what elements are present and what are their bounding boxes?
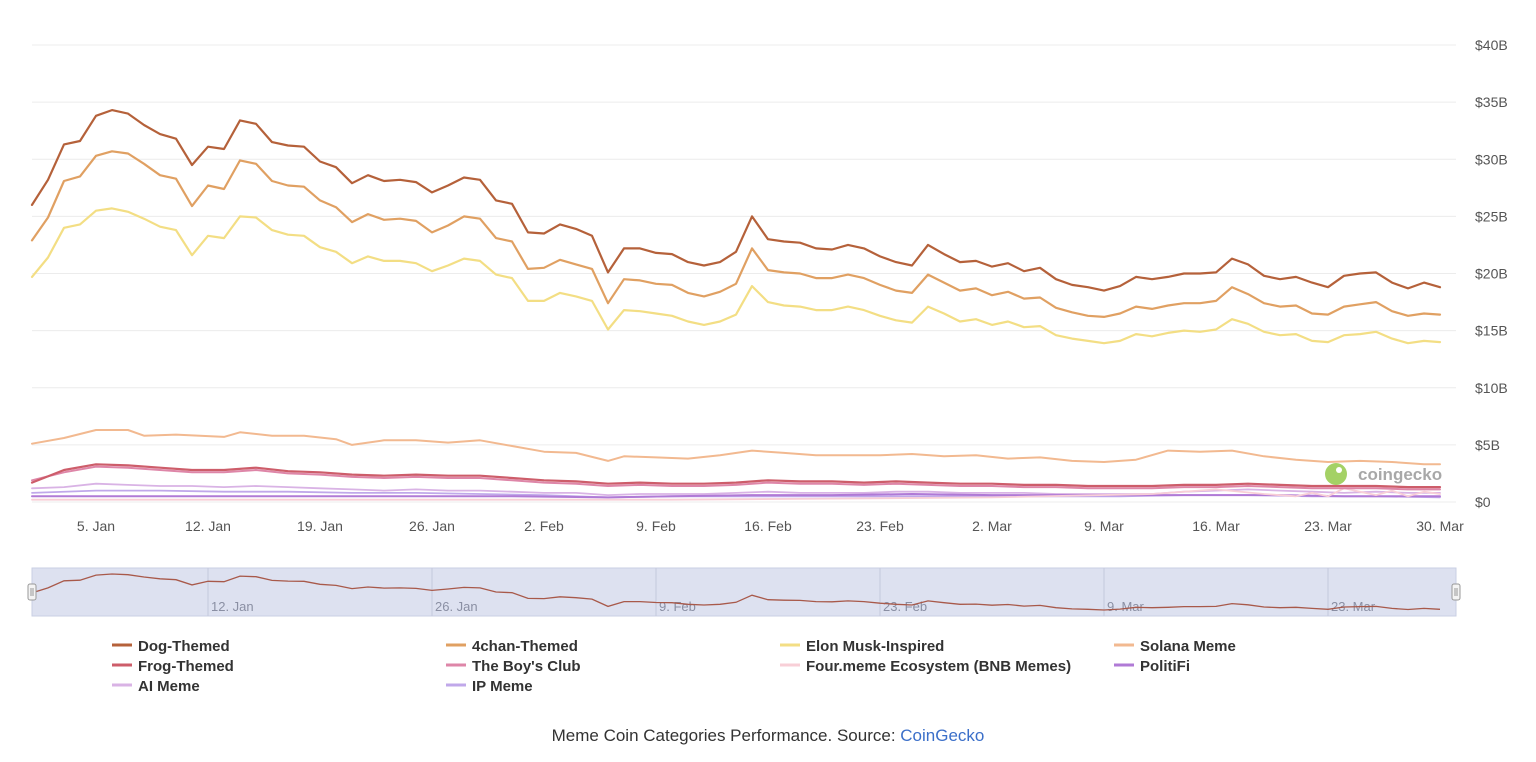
y-axis-labels: $0 $5B $10B $15B $20B $25B $30B $35B $40B bbox=[1475, 37, 1508, 510]
legend: Dog-Themed 4chan-Themed Elon Musk-Inspired… bbox=[112, 638, 1236, 695]
x-tick-label: 26. Jan bbox=[409, 518, 455, 534]
series-line-dog-themed[interactable] bbox=[30, 109, 1442, 292]
legend-label: The Boy's Club bbox=[472, 658, 581, 675]
legend-label: AI Meme bbox=[138, 678, 200, 695]
legend-item[interactable]: Dog-Themed bbox=[112, 638, 230, 655]
chart-svg: $0 $5B $10B $15B $20B $25B $30B $35B $40B 5. Jan… bbox=[27, 37, 1508, 695]
y-tick-label: $15B bbox=[1475, 323, 1508, 339]
x-tick-label: 30. Mar bbox=[1416, 518, 1464, 534]
x-tick-label: 23. Feb bbox=[856, 518, 904, 534]
legend-label: 4chan-Themed bbox=[472, 638, 578, 655]
y-tick-label: $25B bbox=[1475, 208, 1508, 224]
series-line-4chan-themed[interactable] bbox=[30, 150, 1442, 318]
legend-label: PolitiFi bbox=[1140, 658, 1190, 675]
legend-label: IP Meme bbox=[472, 678, 533, 695]
y-tick-label: $35B bbox=[1475, 94, 1508, 110]
navigator-handle[interactable] bbox=[1451, 583, 1461, 601]
x-tick-label: 23. Mar bbox=[1304, 518, 1352, 534]
navigator-selection[interactable] bbox=[31, 567, 1457, 617]
x-tick-label: 16. Feb bbox=[744, 518, 792, 534]
x-axis-labels: 5. Jan 12. Jan 19. Jan 26. Jan 2. Feb 9. Feb 1… bbox=[77, 518, 1464, 534]
legend-item[interactable]: IP Meme bbox=[446, 678, 533, 695]
series-line-frog-themed[interactable] bbox=[30, 463, 1442, 489]
series-layer bbox=[30, 109, 1442, 501]
navigator-tick-label: 26. Jan bbox=[435, 599, 478, 614]
navigator-tick-label: 12. Jan bbox=[211, 599, 254, 614]
x-tick-label: 2. Mar bbox=[972, 518, 1012, 534]
watermark: coingecko bbox=[1325, 463, 1442, 485]
chart-caption: Meme Coin Categories Performance. Source… bbox=[0, 726, 1536, 746]
series-line-elon-musk-inspired[interactable] bbox=[30, 207, 1442, 345]
navigator-series-line bbox=[31, 573, 1441, 611]
y-tick-label: $10B bbox=[1475, 380, 1508, 396]
grid-layer bbox=[32, 44, 1456, 503]
x-tick-label: 5. Jan bbox=[77, 518, 115, 534]
navigator-tick-label: 9. Feb bbox=[659, 599, 696, 614]
navigator-tick-label: 23. Feb bbox=[883, 599, 927, 614]
navigator[interactable]: 12. Jan 26. Jan 9. Feb 23. Feb 9. Mar 23. Mar bbox=[27, 567, 1461, 617]
y-tick-label: $5B bbox=[1475, 437, 1500, 453]
legend-item[interactable]: 4chan-Themed bbox=[446, 638, 578, 655]
x-tick-label: 9. Feb bbox=[636, 518, 676, 534]
navigator-tick-label: 9. Mar bbox=[1107, 599, 1145, 614]
legend-item[interactable]: AI Meme bbox=[112, 678, 200, 695]
x-tick-label: 2. Feb bbox=[524, 518, 564, 534]
x-tick-label: 19. Jan bbox=[297, 518, 343, 534]
y-tick-label: $0 bbox=[1475, 494, 1491, 510]
legend-label: Four.meme Ecosystem (BNB Memes) bbox=[806, 658, 1071, 675]
legend-item[interactable]: Four.meme Ecosystem (BNB Memes) bbox=[780, 658, 1071, 675]
y-tick-label: $20B bbox=[1475, 266, 1508, 282]
legend-item[interactable]: The Boy's Club bbox=[446, 658, 581, 675]
y-tick-label: $30B bbox=[1475, 151, 1508, 167]
navigator-handle[interactable] bbox=[27, 583, 37, 601]
legend-label: Solana Meme bbox=[1140, 638, 1236, 655]
legend-item[interactable]: Solana Meme bbox=[1114, 638, 1236, 655]
watermark-text: coingecko bbox=[1358, 465, 1442, 484]
series-line-four-meme-ecosystem-bnb-memes[interactable] bbox=[31, 487, 1441, 501]
legend-item[interactable]: Frog-Themed bbox=[112, 658, 234, 675]
series-line-solana-meme[interactable] bbox=[31, 429, 1441, 466]
legend-label: Frog-Themed bbox=[138, 658, 234, 675]
legend-label: Elon Musk-Inspired bbox=[806, 638, 944, 655]
series-line-the-boy-s-club[interactable] bbox=[31, 465, 1441, 491]
x-tick-label: 12. Jan bbox=[185, 518, 231, 534]
x-tick-label: 16. Mar bbox=[1192, 518, 1240, 534]
caption-text: Meme Coin Categories Performance. Source… bbox=[551, 726, 901, 745]
legend-label: Dog-Themed bbox=[138, 638, 230, 655]
legend-item[interactable]: PolitiFi bbox=[1114, 658, 1190, 675]
source-link[interactable]: CoinGecko bbox=[900, 726, 985, 745]
coingecko-logo-eye-icon bbox=[1336, 467, 1342, 473]
coingecko-logo-icon bbox=[1325, 463, 1347, 485]
legend-item[interactable]: Elon Musk-Inspired bbox=[780, 638, 944, 655]
x-tick-label: 9. Mar bbox=[1084, 518, 1124, 534]
y-tick-label: $40B bbox=[1475, 37, 1508, 53]
